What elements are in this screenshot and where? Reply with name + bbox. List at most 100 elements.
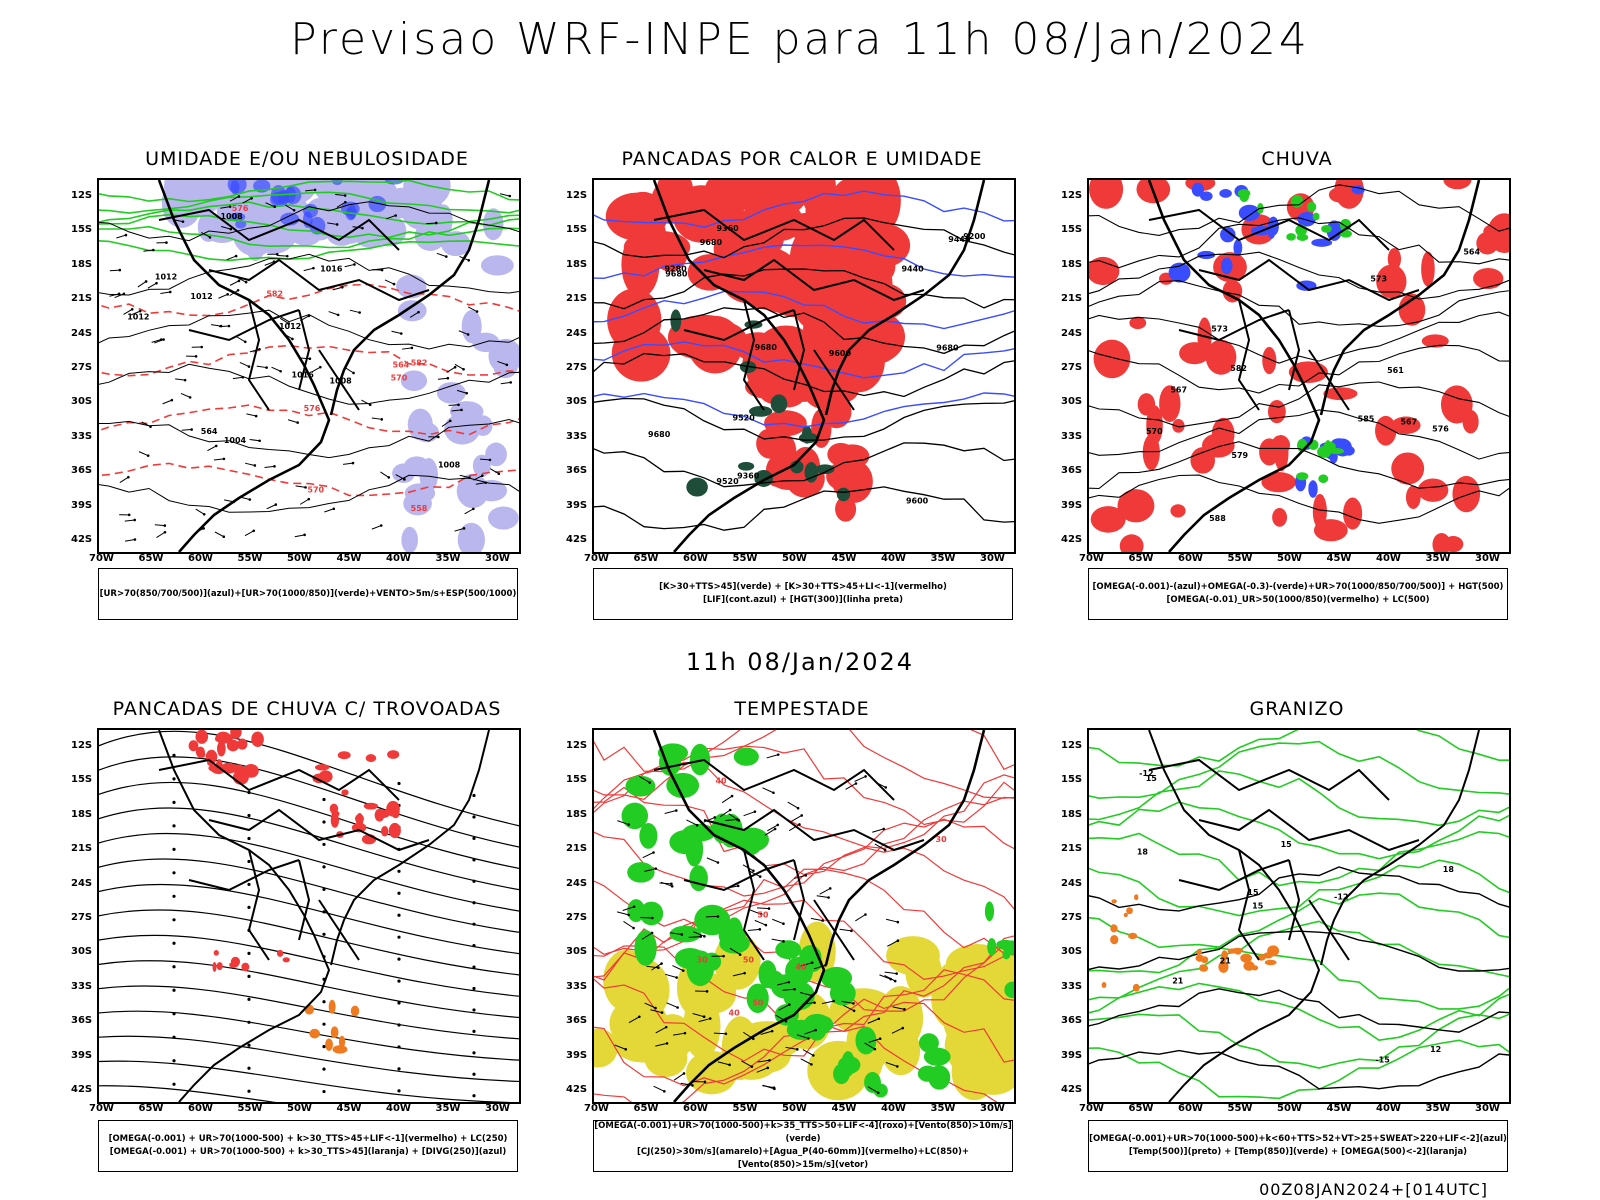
latitude-label: 18S xyxy=(71,808,93,820)
contour-label: 576 xyxy=(1432,424,1449,433)
longitude-label: 55W xyxy=(237,1103,263,1114)
latitude-label: 42S xyxy=(71,1084,93,1095)
longitude-label: 40W xyxy=(1376,1103,1401,1114)
legend-line: [OMEGA(-0.001) + UR>70(1000-500) + k>30_… xyxy=(109,1147,507,1157)
contour-label: 9600 xyxy=(906,497,929,506)
longitude-label: 55W xyxy=(732,553,758,564)
longitude-label: 70W xyxy=(1079,553,1104,564)
latitude-label: 42S xyxy=(1061,534,1083,545)
contour-label: 9440 xyxy=(948,235,971,244)
legend-line: [LIF](cont.azul) + [HGT(300)](linha pret… xyxy=(702,595,904,605)
contour-label: 1016 xyxy=(320,265,343,274)
contour-label: 558 xyxy=(411,504,428,513)
contour-label: 15 xyxy=(1281,840,1293,849)
latitude-label: 33S xyxy=(566,980,588,992)
longitude-label: 50W xyxy=(287,553,312,564)
legend-line: [UR>70(850/700/500)](azul)+[UR>70(1000/8… xyxy=(99,588,517,599)
latitude-label: 33S xyxy=(71,980,93,992)
longitude-label: 35W xyxy=(1425,553,1451,564)
longitude-label: 60W xyxy=(1178,1103,1203,1114)
contour-label: 567 xyxy=(1170,386,1187,395)
latitude-label: 27S xyxy=(71,912,93,923)
contour-label: 1012 xyxy=(190,292,212,301)
longitude-label: 35W xyxy=(930,1103,956,1114)
contour-label: 12 xyxy=(1430,1045,1441,1054)
contour-label: 576 xyxy=(304,404,321,413)
latitude-label: 21S xyxy=(1061,293,1083,305)
tempestade-panel-legend: [OMEGA(-0.001)+UR>70(1000-500)+k>35_TTS>… xyxy=(593,1120,1013,1172)
contour-label: 561 xyxy=(1387,366,1404,375)
contour-label: 9680 xyxy=(665,270,688,279)
contour-label: 582 xyxy=(411,358,428,367)
longitude-label: 30W xyxy=(980,553,1005,564)
longitude-label: 60W xyxy=(683,1103,708,1114)
latitude-label: 15S xyxy=(566,774,588,786)
latitude-label: 21S xyxy=(71,843,93,855)
latitude-label: 15S xyxy=(1061,224,1083,236)
latitude-label: 15S xyxy=(71,224,93,236)
legend-line: [OMEGA(-0.001)-(azul)+OMEGA(-0.3)-(verde… xyxy=(1092,582,1504,592)
latitude-label: 21S xyxy=(71,293,93,305)
longitude-label: 70W xyxy=(1079,1103,1104,1114)
latitude-label: 27S xyxy=(1061,912,1083,923)
contour-label: 30 xyxy=(936,835,948,844)
trovoadas-panel-map xyxy=(97,728,521,1104)
latitude-label: 33S xyxy=(71,430,93,442)
tempestade-panel-map-graphic: 50 40 30 50 40 30 40 50 xyxy=(594,730,1014,1102)
longitude-label: 50W xyxy=(782,553,807,564)
contour-label: 579 xyxy=(1231,451,1248,460)
latitude-label: 30S xyxy=(71,396,93,408)
contour-label: 576 xyxy=(232,204,249,213)
contour-label: 1012 xyxy=(155,273,177,282)
contour-label: 21 xyxy=(1172,976,1184,985)
latitude-label: 15S xyxy=(566,224,588,236)
latitude-label: 42S xyxy=(566,1084,588,1095)
contour-label: 40 xyxy=(729,1009,741,1018)
contour-label: 1008 xyxy=(329,377,352,386)
contour-label: 573 xyxy=(1370,275,1387,284)
legend-line: [Temp(500)](preto) + [Temp(850)](verde) … xyxy=(1128,1147,1468,1157)
chuva-panel-legend: [OMEGA(-0.001)-(azul)+OMEGA(-0.3)-(verde… xyxy=(1088,568,1508,620)
latitude-label: 21S xyxy=(1061,843,1083,855)
legend-line: [OMEGA(-0.01)_UR>50(1000/850)(vermelho) … xyxy=(1166,595,1430,605)
longitude-label: 30W xyxy=(980,1103,1005,1114)
longitude-label: 60W xyxy=(683,553,708,564)
latitude-label: 24S xyxy=(1061,327,1083,339)
longitude-label: 65W xyxy=(138,1103,164,1114)
longitude-label: 70W xyxy=(584,553,609,564)
trovoadas-panel-title: PANCADAS DE CHUVA C/ TROVOADAS xyxy=(112,698,502,720)
umidade-panel-legend: [UR>70(850/700/500)](azul)+[UR>70(1000/8… xyxy=(98,568,518,620)
latitude-label: 12S xyxy=(1061,190,1083,201)
longitude-label: 60W xyxy=(1178,553,1203,564)
contour-label: 15 xyxy=(1247,888,1259,897)
latitude-label: 36S xyxy=(71,465,93,477)
legend-line: [K>30+TTS>45](verde) + [K>30+TTS>45+LI<-… xyxy=(659,582,947,592)
contour-label: 9680 xyxy=(755,343,778,352)
contour-label: 9440 xyxy=(901,264,924,273)
latitude-label: 39S xyxy=(1061,1049,1083,1061)
granizo-panel-legend: [OMEGA(-0.001)+UR>70(1000-500)+k<60+TTS>… xyxy=(1088,1120,1508,1172)
latitude-label: 15S xyxy=(1061,774,1083,786)
latitude-label: 39S xyxy=(1061,499,1083,511)
longitude-label: 30W xyxy=(485,553,510,564)
umidade-panel-title: UMIDADE E/OU NEBULOSIDADE xyxy=(145,148,469,170)
contour-label: 18 xyxy=(1443,865,1455,874)
longitude-label: 50W xyxy=(1277,1103,1302,1114)
contour-label: 9520 xyxy=(716,477,739,486)
latitude-label: 18S xyxy=(1061,808,1083,820)
tempestade-panel-map: 50 40 30 50 40 30 40 50 xyxy=(592,728,1016,1104)
contour-label: 1008 xyxy=(220,212,243,221)
longitude-label: 50W xyxy=(782,1103,807,1114)
latitude-label: 12S xyxy=(566,740,588,751)
latitude-label: 21S xyxy=(566,293,588,305)
longitude-label: 70W xyxy=(89,553,114,564)
latitude-label: 39S xyxy=(71,499,93,511)
latitude-label: 27S xyxy=(1061,362,1083,373)
longitude-label: 55W xyxy=(732,1103,758,1114)
longitude-label: 40W xyxy=(1376,553,1401,564)
longitude-label: 60W xyxy=(188,1103,213,1114)
latitude-label: 36S xyxy=(1061,465,1083,477)
latitude-label: 30S xyxy=(71,946,93,958)
latitude-label: 39S xyxy=(71,1049,93,1061)
